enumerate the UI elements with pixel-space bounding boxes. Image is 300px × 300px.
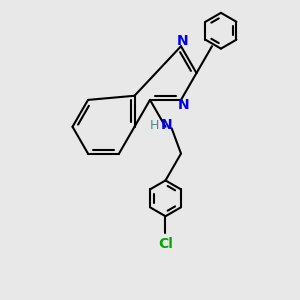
Text: N: N <box>161 118 173 132</box>
Text: H: H <box>150 119 159 132</box>
Text: N: N <box>178 98 189 112</box>
Text: Cl: Cl <box>158 237 173 251</box>
Text: N: N <box>177 34 188 48</box>
